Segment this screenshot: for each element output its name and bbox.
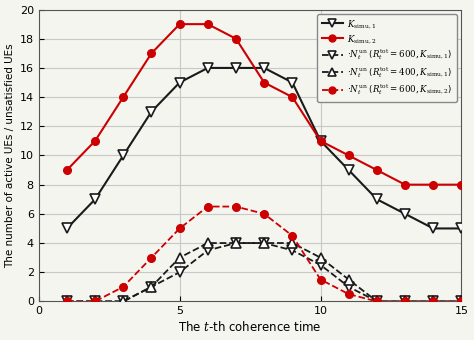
Legend: $K_{\rm simu,1}$, $K_{\rm simu,2}$, $\cdot N_t^{\rm un}$ ($R_t^{\rm tot}{=}600, : $K_{\rm simu,1}$, $K_{\rm simu,2}$, $\cd…: [317, 14, 457, 102]
Y-axis label: The number of active UEs / unsatisfied UEs: The number of active UEs / unsatisfied U…: [6, 43, 16, 268]
X-axis label: The $t$-th coherence time: The $t$-th coherence time: [178, 320, 322, 335]
